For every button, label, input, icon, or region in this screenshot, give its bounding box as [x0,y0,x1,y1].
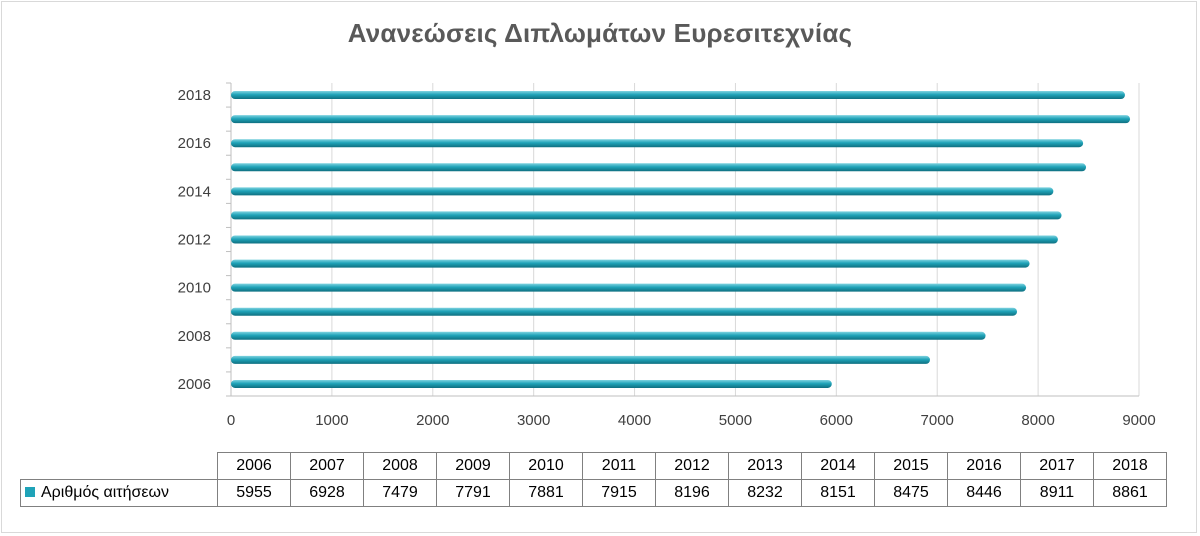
data-table-series-cell: Αριθμός αιτήσεων [20,479,218,507]
data-table-value-cell: 5955 [217,479,291,507]
data-table-header-row: 2006 2007 2008 2009 2010 2011 2012 2013 2014 2015… [20,452,1167,480]
category-tick-label: 2010 [178,280,211,297]
data-table-value-cell: 8861 [1093,479,1167,507]
data-table-value-cell: 8446 [947,479,1021,507]
data-table-year-cell: 2007 [290,452,364,480]
bar-2017 [231,115,1131,124]
data-table-year-cell: 2013 [728,452,802,480]
data-table-year-cell: 2015 [874,452,948,480]
bar-2007 [231,355,930,364]
bar-2009 [231,307,1018,316]
category-tick-label: 2018 [178,87,211,104]
bar-2006 [231,379,832,388]
data-table-value-cell: 8911 [1020,479,1094,507]
data-table-year-cell: 2006 [217,452,291,480]
bar [231,331,986,340]
bar [231,235,1058,244]
value-tick-label: 5000 [719,412,752,429]
bar-2013 [231,211,1062,220]
value-tick-label: 3000 [517,412,550,429]
data-table-value-cell: 7479 [363,479,437,507]
data-table-value-row: Αριθμός αιτήσεων 5955 6928 7479 7791 7881 791… [20,479,1167,507]
bar-2008 [231,331,986,340]
value-tick-label: 7000 [921,412,954,429]
category-tick-label: 2008 [178,328,211,345]
bar [231,115,1131,124]
category-tick-label: 2006 [178,376,211,393]
data-table-value-cell: 7915 [582,479,656,507]
data-table-year-cell: 2010 [509,452,583,480]
category-tick-label: 2016 [178,135,211,152]
data-table-year-cell: 2012 [655,452,729,480]
data-table-year-cell: 2017 [1020,452,1094,480]
data-table-value-cell: 8232 [728,479,802,507]
tick-labels: 0 1000 2000 3000 4000 5000 6000 7000 8000 9000 200… [178,87,1156,429]
data-table-value-cell: 8196 [655,479,729,507]
bar [231,139,1084,148]
data-table-value-cell: 8151 [801,479,875,507]
value-tick-label: 6000 [820,412,853,429]
data-table-value-cell: 7791 [436,479,510,507]
series-name: Αριθμός αιτήσεων [41,484,170,501]
category-tick-label: 2014 [178,183,211,200]
bar-2012 [231,235,1058,244]
bar-2016 [231,139,1084,148]
data-table-year-cell: 2018 [1093,452,1167,480]
bar-2018 [231,91,1125,100]
bar [231,259,1030,268]
chart-title: Ανανεώσεις Διπλωμάτων Ευρεσιτεχνίας [347,18,853,48]
bar-2014 [231,187,1054,196]
data-table-value-cell: 6928 [290,479,364,507]
data-table-year-cell: 2008 [363,452,437,480]
bar-2010 [231,283,1027,292]
value-tick-label: 1000 [315,412,348,429]
bar-2011 [231,259,1030,268]
value-tick-label: 8000 [1021,412,1054,429]
bar [231,91,1125,100]
data-table: 2006 2007 2008 2009 2010 2011 2012 2013 2014 2015… [20,452,1167,507]
data-table-value-cell: 8475 [874,479,948,507]
bar [231,187,1054,196]
value-tick-label: 0 [227,412,235,429]
value-tick-label: 2000 [416,412,449,429]
category-tick-label: 2012 [178,232,211,249]
data-table-corner [20,452,218,480]
bar [231,307,1018,316]
data-table-year-cell: 2011 [582,452,656,480]
value-tick-label: 4000 [618,412,651,429]
bar-2015 [231,163,1087,172]
data-table-value-cell: 7881 [509,479,583,507]
bar [231,211,1062,220]
bar [231,379,832,388]
bar [231,355,930,364]
data-table-year-cell: 2014 [801,452,875,480]
value-tick-label: 9000 [1122,412,1155,429]
data-table-year-cell: 2009 [436,452,510,480]
bars [231,91,1131,388]
data-table-year-cell: 2016 [947,452,1021,480]
legend-key [25,487,35,497]
bar [231,283,1027,292]
bar [231,163,1087,172]
